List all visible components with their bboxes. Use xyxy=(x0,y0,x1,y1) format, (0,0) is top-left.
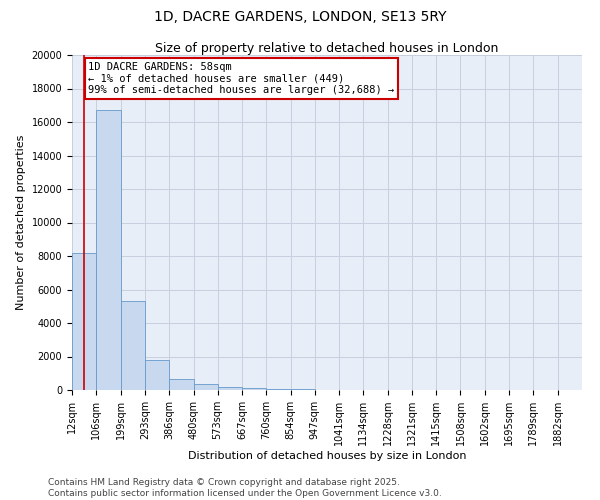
Bar xyxy=(121,301,145,390)
Title: Size of property relative to detached houses in London: Size of property relative to detached ho… xyxy=(155,42,499,55)
X-axis label: Distribution of detached houses by size in London: Distribution of detached houses by size … xyxy=(188,451,466,461)
Y-axis label: Number of detached properties: Number of detached properties xyxy=(16,135,26,310)
Text: 1D, DACRE GARDENS, LONDON, SE13 5RY: 1D, DACRE GARDENS, LONDON, SE13 5RY xyxy=(154,10,446,24)
Text: 1D DACRE GARDENS: 58sqm
← 1% of detached houses are smaller (449)
99% of semi-de: 1D DACRE GARDENS: 58sqm ← 1% of detached… xyxy=(88,62,395,95)
Bar xyxy=(145,360,169,390)
Bar xyxy=(194,384,218,390)
Bar xyxy=(218,386,242,390)
Bar xyxy=(72,252,97,390)
Bar xyxy=(266,389,290,390)
Text: Contains HM Land Registry data © Crown copyright and database right 2025.
Contai: Contains HM Land Registry data © Crown c… xyxy=(48,478,442,498)
Bar xyxy=(169,379,194,390)
Bar xyxy=(97,110,121,390)
Bar xyxy=(242,388,266,390)
